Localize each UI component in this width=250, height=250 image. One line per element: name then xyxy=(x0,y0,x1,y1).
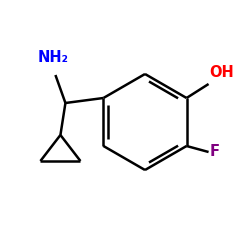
Text: NH₂: NH₂ xyxy=(38,50,68,65)
Text: F: F xyxy=(210,144,220,160)
Text: OH: OH xyxy=(210,65,234,80)
